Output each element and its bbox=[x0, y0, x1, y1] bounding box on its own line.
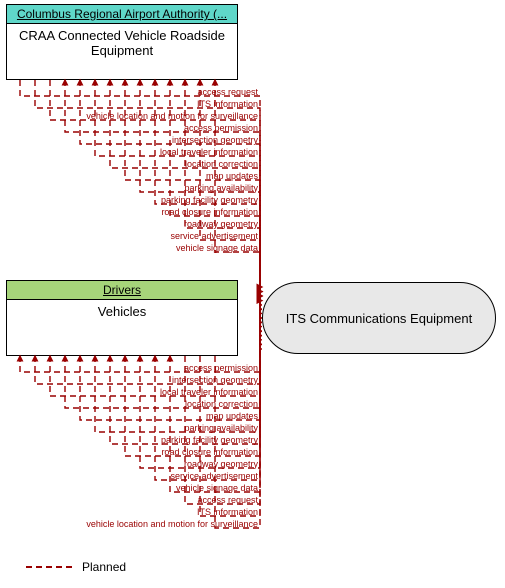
flow-label: map updates bbox=[206, 172, 258, 181]
flow-label: ITS information bbox=[197, 508, 258, 517]
legend: Planned bbox=[26, 560, 126, 574]
flow-label: parking facility geometry bbox=[161, 436, 258, 445]
flow-label: parking availability bbox=[184, 184, 258, 193]
flow-label: local traveler information bbox=[160, 148, 258, 157]
flow-label: access request bbox=[197, 88, 258, 97]
flow-label: parking facility geometry bbox=[161, 196, 258, 205]
flow-label: map updates bbox=[206, 412, 258, 421]
its-label: ITS Communications Equipment bbox=[286, 311, 472, 326]
legend-swatch bbox=[26, 566, 72, 568]
flow-label: road closure information bbox=[161, 208, 258, 217]
flow-label: access permission bbox=[184, 364, 258, 373]
drivers-header: Drivers bbox=[7, 281, 237, 300]
flow-label: service advertisement bbox=[170, 472, 258, 481]
craa-header: Columbus Regional Airport Authority (... bbox=[7, 5, 237, 24]
its-node: ITS Communications Equipment bbox=[262, 282, 496, 354]
flow-label: ITS information bbox=[197, 100, 258, 109]
flow-label: service advertisement bbox=[170, 232, 258, 241]
flow-label: parking availability bbox=[184, 424, 258, 433]
flow-label: road closure information bbox=[161, 448, 258, 457]
flow-label: access request bbox=[197, 496, 258, 505]
drivers-node: Drivers Vehicles bbox=[6, 280, 238, 356]
flow-label: access permission bbox=[184, 124, 258, 133]
flow-label: local traveler information bbox=[160, 388, 258, 397]
flow-label: roadway geometry bbox=[184, 220, 258, 229]
flow-label: location correction bbox=[185, 160, 258, 169]
flow-label: vehicle signage data bbox=[176, 244, 258, 253]
flow-label: vehicle location and motion for surveill… bbox=[86, 520, 258, 529]
flow-label: intersection geometry bbox=[172, 136, 258, 145]
flow-label: vehicle signage data bbox=[176, 484, 258, 493]
flow-label: location correction bbox=[185, 400, 258, 409]
flow-label: intersection geometry bbox=[172, 376, 258, 385]
craa-body: CRAA Connected Vehicle Roadside Equipmen… bbox=[7, 24, 237, 62]
legend-label: Planned bbox=[82, 560, 126, 574]
craa-node: Columbus Regional Airport Authority (...… bbox=[6, 4, 238, 80]
flow-label: vehicle location and motion for surveill… bbox=[86, 112, 258, 121]
flow-label: roadway geometry bbox=[184, 460, 258, 469]
drivers-body: Vehicles bbox=[7, 300, 237, 323]
